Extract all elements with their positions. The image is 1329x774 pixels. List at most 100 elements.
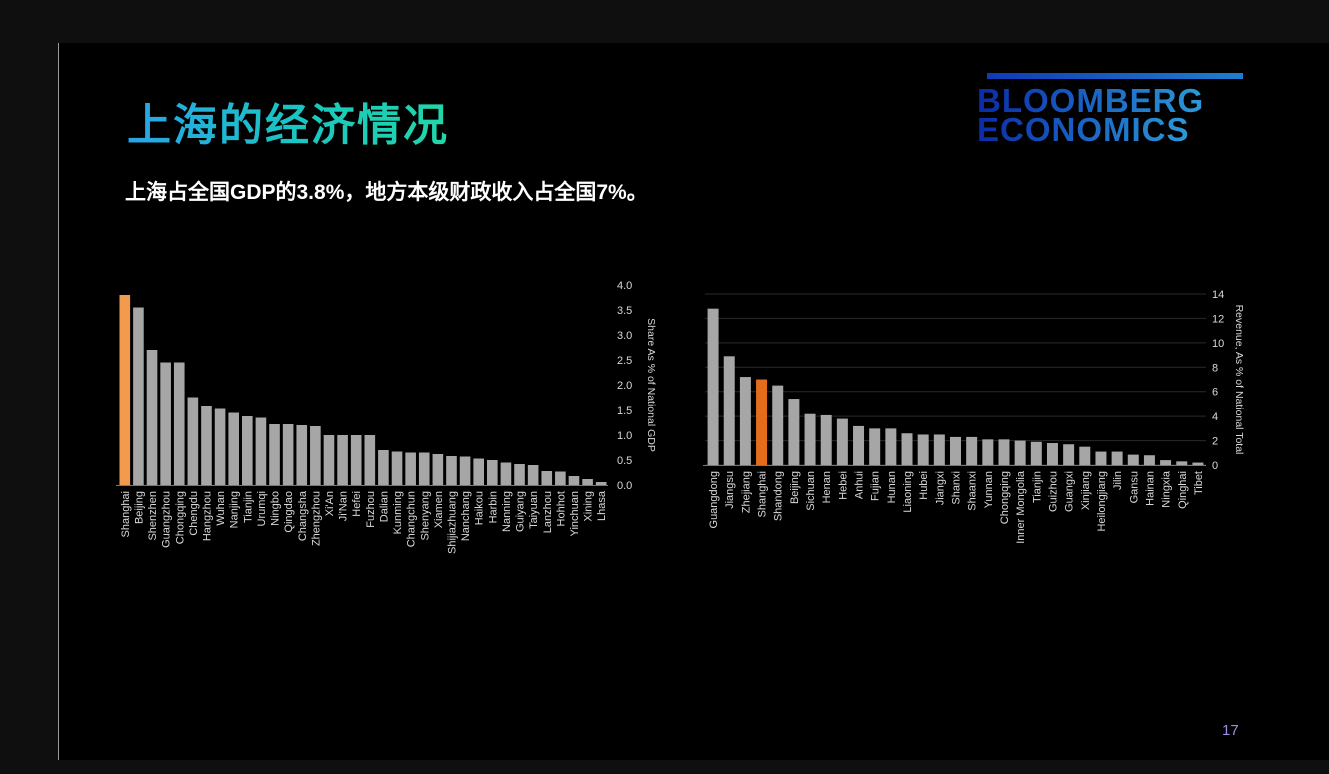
y-tick-label: 0.0 (617, 480, 632, 492)
bar-heilongjiang (1095, 451, 1107, 465)
y-tick-label: 2.5 (617, 355, 632, 367)
bar-hefei (350, 435, 362, 485)
x-tick-label: Shanghai (120, 491, 132, 538)
y-tick-label: 10 (1212, 338, 1224, 350)
bar-beijing (788, 399, 800, 465)
x-tick-label: Xi'An (324, 491, 336, 516)
bar-ningbo (269, 424, 280, 485)
logo-line-1: BLOOMBERG (977, 82, 1205, 119)
x-tick-label: Jiangxi (934, 471, 946, 505)
bar-qingdao (282, 424, 294, 485)
bar-sichuan (804, 413, 816, 465)
gdp-share-chart: Shanghai Beijing Shenzhen Guangzhou Chongqin… (116, 280, 657, 554)
x-tick-label: Sichuan (805, 471, 817, 511)
x-tick-label: Zhejiang (740, 471, 752, 513)
bar-shijiazhuang (446, 456, 457, 485)
bar-nanning (500, 462, 512, 485)
bar-guangdong (707, 308, 719, 465)
x-tick-label: Yinchuan (569, 491, 581, 536)
x-tick-label: Qinghai (1177, 471, 1189, 509)
x-tick-label: Tianjin (242, 491, 254, 523)
x-tick-label: Xiamen (433, 491, 445, 528)
x-tick-label: Wuhan (215, 491, 227, 526)
x-tick-label: Ji'Nan (338, 491, 350, 521)
x-tick-label: Hangzhou (201, 491, 213, 541)
bar-hunan (885, 428, 897, 465)
x-tick-label: Chongqing (174, 491, 186, 544)
bar-shanghai (119, 295, 131, 485)
x-tick-label: Hebei (837, 471, 849, 500)
y-tick-label: 6 (1212, 387, 1218, 399)
y-tick-label: 2 (1212, 436, 1218, 448)
x-tick-label: Hainan (1144, 471, 1156, 506)
bar-taiyuan (527, 465, 539, 485)
x-tick-label: Shenzhen (147, 491, 159, 541)
x-tick-label: Zhengzhou (310, 491, 322, 546)
y-tick-label: 0.5 (617, 455, 632, 467)
x-tick-label: Fujian (870, 471, 882, 501)
x-tick-label: Tianjin (1031, 471, 1043, 503)
bar-dalian (378, 450, 389, 485)
x-tick-label: Heilongjiang (1096, 471, 1108, 532)
bar-hohhot (555, 471, 566, 485)
bar-innermongolia (1014, 440, 1026, 465)
bar-gansu (1127, 454, 1139, 465)
x-tick-label: Urumqi (256, 491, 268, 526)
y-tick-label: 12 (1212, 313, 1224, 325)
bar-tianjin (1030, 441, 1042, 465)
x-tick-label: Kunming (392, 491, 404, 534)
x-tick-label: Henan (821, 471, 833, 503)
bar-guiyang (514, 464, 525, 485)
bar-jiangsu (723, 356, 735, 465)
bar-jinan (337, 435, 348, 485)
x-tick-label: Nanning (501, 491, 513, 532)
x-tick-label: Inner Mongolia (1015, 470, 1027, 544)
y-tick-label: 8 (1212, 362, 1218, 374)
x-tick-label: Shaanxi (967, 471, 979, 511)
x-tick-label: Beijing (789, 471, 801, 504)
bar-urumqi (255, 417, 267, 485)
bar-shanxi (950, 436, 961, 465)
bar-xinjiang (1079, 446, 1091, 465)
bar-zhejiang (739, 377, 751, 465)
x-tick-label: Changsha (297, 490, 309, 541)
bar-liaoning (901, 433, 913, 465)
bar-shandong (772, 385, 784, 465)
bar-ningxia (1160, 460, 1172, 465)
x-tick-label: Harbin (487, 491, 499, 523)
bar-anhui (853, 425, 865, 465)
bar-shanghai (756, 379, 768, 465)
bar-shenzhen (146, 350, 158, 485)
bar-wuhan (214, 408, 226, 485)
y-tick-label: 2.0 (617, 380, 632, 392)
bar-lhasa (595, 482, 607, 485)
bar-fuzhou (364, 435, 376, 485)
x-tick-label: Chongqing (999, 471, 1011, 524)
bar-xiamen (432, 454, 444, 485)
x-tick-label: Shanghai (757, 471, 769, 518)
bar-kunming (391, 451, 403, 485)
y-tick-label: 3.5 (617, 305, 632, 317)
x-tick-label: Ningbo (270, 491, 282, 526)
x-tick-label: Guangdong (708, 471, 720, 529)
x-tick-label: Xinjiang (1080, 471, 1092, 510)
x-tick-label: Chengdu (188, 491, 200, 536)
bar-yunnan (982, 439, 994, 465)
bar-tianjin (241, 416, 253, 485)
bar-hebei (836, 418, 848, 465)
bar-jilin (1111, 451, 1123, 465)
x-tick-label: Fuzhou (365, 491, 377, 528)
bar-nanchang (459, 456, 471, 485)
slide-title: 上海的经济情况 (127, 89, 449, 153)
y-axis-label: Revenue, As % of National Total (1233, 305, 1245, 455)
slide: 上海的经济情况 上海占全国GDP的3.8%，地方本级财政收入占全国7%。 BLO… (58, 43, 1329, 760)
x-tick-label: Liaoning (902, 471, 914, 513)
bar-henan (820, 414, 832, 465)
revenue-share-chart: Guangdong Jiangsu Zhejiang Shanghai Shandong… (703, 289, 1245, 544)
x-tick-label: Hohhot (555, 491, 567, 526)
x-tick-label: Taiyuan (528, 491, 540, 529)
x-tick-label: Haikou (474, 491, 486, 525)
bar-nanjing (228, 412, 240, 485)
x-tick-label: Guiyang (515, 491, 527, 532)
bar-jiangxi (933, 434, 945, 465)
